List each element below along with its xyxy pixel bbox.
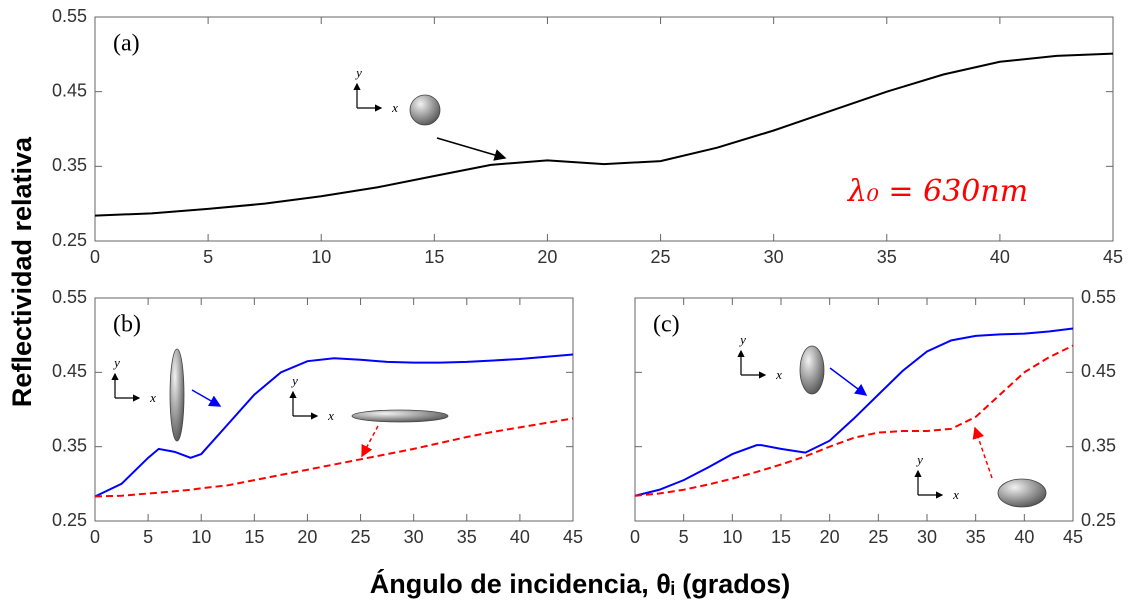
y-tick-label: 0.55: [52, 287, 87, 307]
annotation: λ₀ = 630nm: [847, 174, 1028, 209]
particle: [351, 409, 449, 423]
inset-x-label: x: [952, 487, 959, 502]
y-tick-label: 0.45: [52, 80, 87, 100]
x-tick-label: 25: [351, 527, 371, 547]
x-axis-label: Ángulo de incidencia, θᵢ (grados): [370, 568, 790, 599]
x-tick-label: 10: [311, 247, 331, 267]
inset-y-label: y: [354, 65, 362, 80]
x-tick-label: 20: [537, 247, 557, 267]
x-tick-label: 40: [510, 527, 530, 547]
x-tick-label: 15: [771, 527, 791, 547]
plot-frame: [634, 297, 1074, 522]
series-line: [634, 344, 1074, 497]
inset-y-label: y: [290, 373, 298, 388]
x-tick-label: 45: [563, 527, 583, 547]
y-tick-label: 0.35: [1081, 435, 1116, 455]
x-tick-label: 5: [143, 527, 153, 547]
particle: [409, 94, 441, 126]
x-tick-label: 30: [404, 527, 424, 547]
x-tick-label: 35: [966, 527, 986, 547]
x-tick-label: 45: [1063, 527, 1083, 547]
particle: [169, 348, 185, 442]
panel-title: (c): [653, 312, 680, 338]
x-tick-label: 10: [722, 527, 742, 547]
y-tick-label: 0.55: [52, 6, 87, 26]
x-tick-label: 0: [630, 527, 640, 547]
inset-x-label: x: [149, 390, 156, 405]
x-tick-label: 15: [424, 247, 444, 267]
pointer-arrow: [436, 137, 507, 161]
inset-y-label: y: [738, 332, 746, 347]
pointer-arrow: [972, 426, 993, 479]
inset-y-label: y: [915, 452, 923, 467]
y-axis-label: Reflectividad relativa: [7, 136, 37, 407]
y-tick-label: 0.45: [1081, 361, 1116, 381]
x-tick-label: 20: [820, 527, 840, 547]
series-line: [94, 52, 1114, 217]
inset-x-label: x: [391, 100, 398, 115]
series-line: [94, 417, 574, 498]
series-line: [634, 327, 1074, 497]
plot-frame: [94, 16, 1114, 242]
x-tick-label: 10: [191, 527, 211, 547]
x-tick-label: 35: [457, 527, 477, 547]
x-tick-label: 30: [764, 247, 784, 267]
y-tick-label: 0.25: [52, 510, 87, 530]
inset-y-label: y: [112, 355, 120, 370]
x-tick-label: 20: [297, 527, 317, 547]
x-tick-label: 40: [990, 247, 1010, 267]
particle: [799, 345, 825, 395]
pointer-arrow: [829, 367, 868, 396]
plot-frame: [94, 297, 574, 522]
pointer-arrow: [361, 425, 379, 458]
series-line: [94, 353, 574, 498]
x-tick-label: 40: [1014, 527, 1034, 547]
panel-title: (a): [113, 31, 140, 57]
y-tick-label: 0.55: [1081, 287, 1116, 307]
x-tick-label: 35: [877, 247, 897, 267]
x-tick-label: 25: [651, 247, 671, 267]
y-tick-label: 0.35: [52, 155, 87, 175]
x-tick-label: 0: [90, 527, 100, 547]
y-tick-label: 0.45: [52, 361, 87, 381]
y-tick-label: 0.25: [1081, 510, 1116, 530]
x-tick-label: 5: [679, 527, 689, 547]
panel-title: (b): [113, 312, 141, 338]
pointer-arrow: [191, 389, 222, 407]
inset-x-label: x: [327, 408, 334, 423]
x-tick-label: 25: [868, 527, 888, 547]
x-tick-label: 5: [203, 247, 213, 267]
x-tick-label: 45: [1103, 247, 1123, 267]
x-tick-label: 30: [917, 527, 937, 547]
particle: [997, 478, 1047, 508]
x-tick-label: 0: [90, 247, 100, 267]
y-tick-label: 0.25: [52, 230, 87, 250]
y-tick-label: 0.35: [52, 435, 87, 455]
x-tick-label: 15: [244, 527, 264, 547]
inset-x-label: x: [775, 367, 782, 382]
